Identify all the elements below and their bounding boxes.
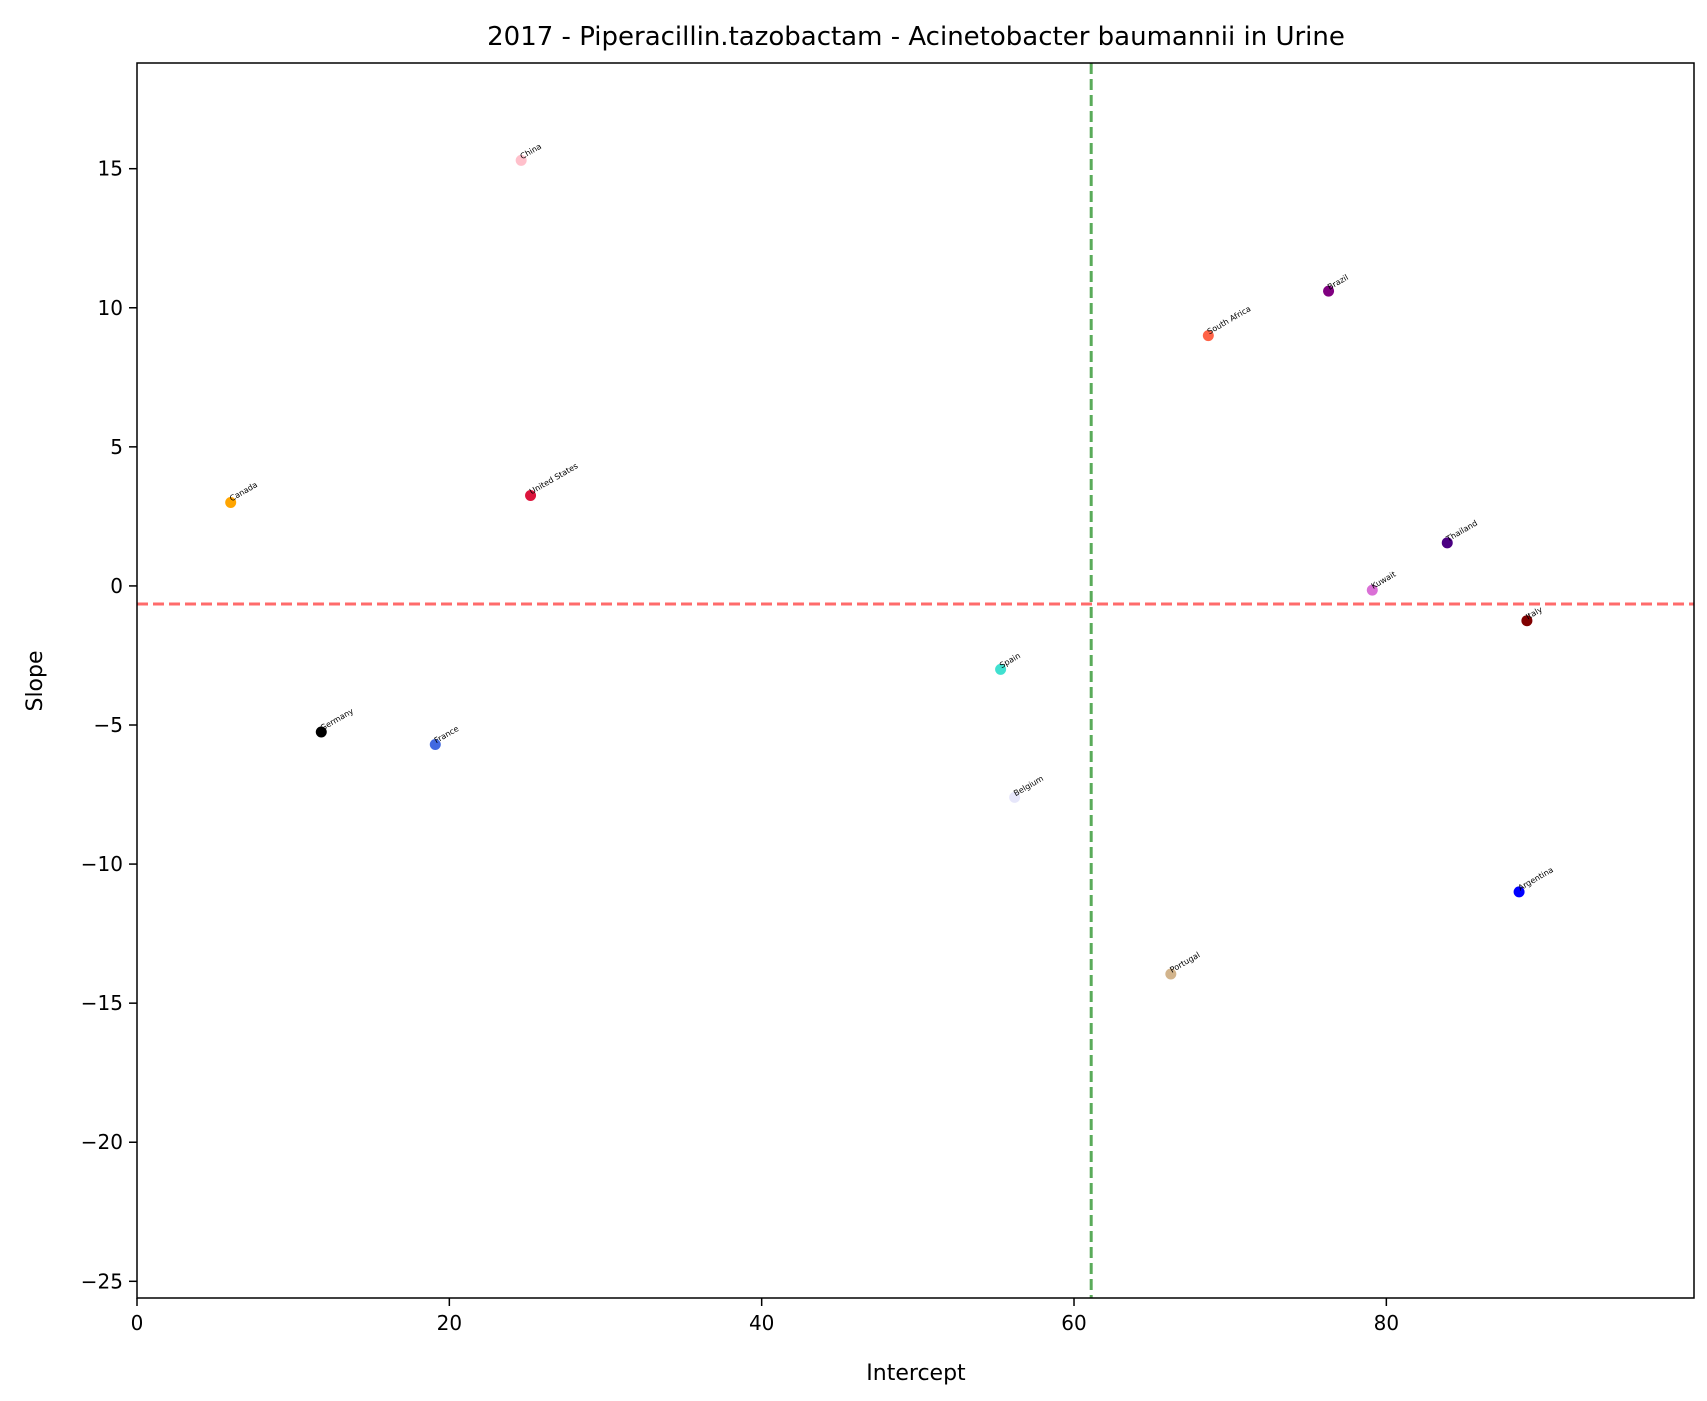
data-point [429, 738, 441, 750]
point-label: Thailand [1444, 519, 1479, 544]
data-point [1441, 537, 1453, 549]
point-label: Argentina [1517, 865, 1555, 892]
y-axis-label: Slope [23, 650, 48, 711]
data-point [1009, 791, 1021, 803]
y-tick-label: −20 [81, 1130, 123, 1154]
point-label: Spain [998, 651, 1022, 670]
x-tick-label: 60 [1061, 1311, 1086, 1335]
data-point [315, 726, 327, 738]
plot-area: China Brazil South Africa Canada United Stat… [81, 62, 1695, 1335]
y-tick-label: 15 [98, 157, 123, 181]
point-label: Italy [1524, 605, 1544, 622]
y-tick-label: 5 [110, 435, 123, 459]
y-tick-label: 0 [110, 574, 123, 598]
point-label: China [519, 142, 543, 161]
point-label: Kuwait [1370, 570, 1398, 591]
point-label: South Africa [1206, 304, 1253, 336]
y-tick-label: −15 [81, 991, 123, 1015]
point-label: Portugal [1168, 950, 1201, 974]
data-point [1513, 886, 1525, 898]
point-label: France [433, 724, 461, 745]
data-point [225, 496, 237, 508]
data-point [515, 154, 527, 166]
data-point [1366, 584, 1378, 596]
y-tick-label: 10 [98, 296, 123, 320]
data-point [1165, 968, 1177, 980]
data-point [1323, 285, 1335, 297]
x-axis-label: Intercept [866, 1361, 966, 1386]
point-label: Germany [319, 706, 356, 732]
data-point [1202, 330, 1214, 342]
x-tick-label: 40 [749, 1311, 774, 1335]
x-tick-label: 20 [437, 1311, 462, 1335]
data-point [995, 663, 1007, 675]
y-tick-label: −25 [81, 1269, 123, 1293]
point-label: Belgium [1012, 774, 1045, 798]
point-label: United States [528, 461, 579, 496]
data-point [1521, 615, 1533, 627]
plot-frame [136, 62, 1695, 1299]
y-tick-label: −10 [81, 852, 123, 876]
x-tick-label: 0 [131, 1311, 144, 1335]
point-label: Brazil [1326, 273, 1350, 292]
y-tick-label: −5 [94, 713, 123, 737]
data-point [525, 490, 537, 502]
chart-title: 2017 - Piperacillin.tazobactam - Acineto… [487, 22, 1345, 52]
x-tick-label: 80 [1374, 1311, 1399, 1335]
point-label: Canada [228, 480, 259, 503]
